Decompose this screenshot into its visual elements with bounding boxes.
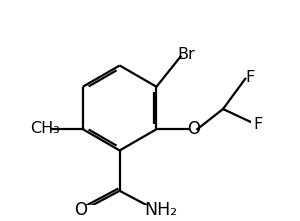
Text: Br: Br [178, 47, 196, 62]
Text: O: O [187, 120, 200, 138]
Text: CH₃: CH₃ [30, 121, 60, 136]
Text: F: F [245, 70, 254, 85]
Text: O: O [74, 201, 87, 219]
Text: NH₂: NH₂ [144, 201, 177, 219]
Text: F: F [253, 117, 262, 132]
